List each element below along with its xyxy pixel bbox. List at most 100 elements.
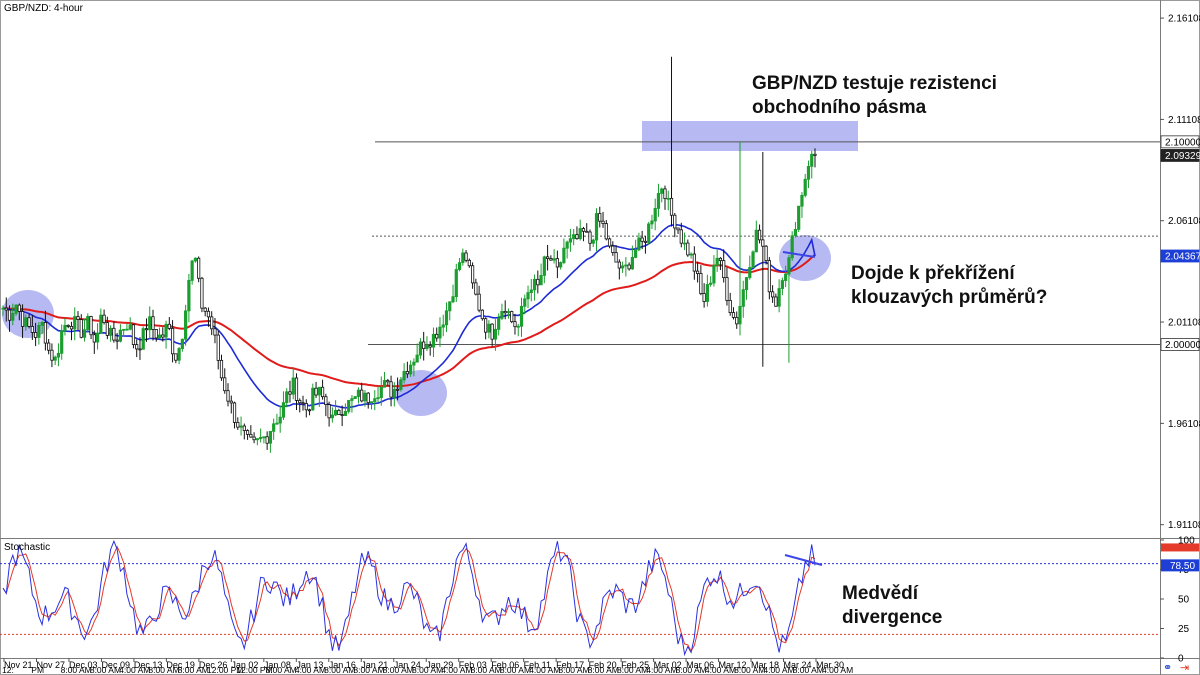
candle-body — [601, 220, 605, 225]
candle-body — [285, 391, 289, 404]
candle-body — [448, 301, 452, 312]
candle-body — [405, 371, 409, 375]
price-badge-label: 2.00000 — [1165, 340, 1200, 351]
candle-body — [699, 273, 703, 294]
stochastic-title: Stochastic — [4, 542, 50, 553]
candle-body — [559, 262, 563, 268]
time-sublabel: 12: — [2, 665, 14, 675]
time-sublabel: 4:00 AM — [705, 665, 736, 675]
candle-body — [109, 327, 113, 336]
candle-body — [213, 328, 217, 336]
candle-body — [647, 223, 651, 243]
time-sublabel: 8:00 AM — [588, 665, 619, 675]
time-tick-label: Jan 02 — [231, 660, 258, 670]
crossover-line-1: Dojde k překřížení — [851, 263, 1015, 284]
candle-body — [516, 325, 520, 328]
time-tick-label: Mar 06 — [686, 660, 714, 670]
candle-body — [578, 228, 582, 240]
candle-body — [806, 165, 811, 180]
time-tick-label: Nov 27 — [36, 660, 65, 670]
price-axis[interactable]: 2.16108 2.11108 2.06108 2.01108 1.96108 1.911… — [1160, 14, 1200, 665]
candle-body — [184, 310, 188, 340]
candle-body — [180, 338, 184, 349]
candle-body — [598, 213, 602, 222]
candle-body — [30, 326, 34, 333]
candle-body — [239, 425, 243, 428]
time-sublabel: 4:00 AM — [529, 665, 560, 675]
candle-body — [334, 409, 338, 416]
candle-body — [350, 398, 354, 401]
candle-body — [369, 401, 374, 404]
time-tick-label: Mar 02 — [654, 660, 682, 670]
candle-body — [682, 242, 687, 245]
candle-body — [324, 396, 328, 406]
candle-body — [532, 278, 537, 291]
candle-body — [653, 208, 657, 222]
candle-body — [676, 227, 680, 231]
candle-body — [148, 316, 152, 331]
crossover-line-2: klouzavých průměrů? — [851, 287, 1048, 308]
candle-body — [170, 327, 175, 355]
candle-body — [441, 324, 445, 328]
time-tick-label: Jan 13 — [296, 660, 323, 670]
candle-body — [229, 400, 233, 404]
candle-body — [56, 352, 61, 358]
time-tick-label: Jan 29 — [426, 660, 453, 670]
candle-body — [810, 153, 814, 167]
candle-body — [764, 245, 768, 262]
time-tick-label: Jan 08 — [264, 660, 291, 670]
candle-body — [376, 397, 380, 400]
candle-body — [395, 388, 400, 391]
time-tick-label: Mar 18 — [751, 660, 779, 670]
candle-body — [236, 422, 240, 428]
time-tick-label: Dec 09 — [101, 660, 130, 670]
candle-body — [650, 220, 654, 225]
candle-body — [415, 354, 419, 363]
candle-body — [99, 314, 103, 334]
price-badge — [1160, 249, 1200, 263]
divergence-line-2: divergence — [842, 607, 943, 628]
time-sublabel: 4:00 AM — [822, 665, 853, 675]
candle-body — [722, 260, 726, 278]
candle-body — [232, 402, 237, 423]
candle-body — [7, 309, 12, 321]
candles — [1, 56, 817, 453]
candle-body — [366, 392, 370, 403]
candle-body — [412, 361, 416, 366]
price-badge-label: 2.04367 — [1165, 251, 1200, 262]
symbol-label: GBP/NZD: 4-hour — [4, 3, 84, 14]
resistance-zone — [642, 121, 858, 151]
candle-body — [784, 273, 788, 281]
candle-body — [418, 341, 423, 356]
candle-body — [803, 178, 807, 196]
candle-body — [281, 402, 286, 418]
time-sublabel: 8:00 AM — [471, 665, 502, 675]
candle-body — [422, 341, 426, 349]
time-sublabel: 4:00 AM — [119, 665, 150, 675]
candle-body — [673, 214, 677, 229]
candle-body — [167, 323, 171, 329]
candle-body — [666, 197, 670, 200]
candle-body — [555, 258, 559, 268]
candle-body — [294, 377, 299, 401]
candle-body — [330, 414, 334, 419]
candle-body — [255, 438, 259, 441]
candle-body — [193, 257, 198, 262]
crossover-trendline — [782, 251, 816, 258]
time-sublabel: 8:00 AM — [793, 665, 824, 675]
candle-body — [17, 304, 21, 312]
candle-body — [575, 234, 579, 240]
candle-body — [797, 205, 801, 230]
candle-body — [428, 345, 432, 348]
candle-body — [813, 153, 817, 156]
candle-body — [660, 188, 664, 194]
candle-body — [89, 315, 93, 336]
candle-body — [529, 289, 533, 293]
candle-body — [790, 235, 794, 259]
candle-body — [82, 329, 87, 338]
candle-body — [793, 229, 798, 237]
time-tick-label: Mar 30 — [816, 660, 844, 670]
time-sublabel: 8:00 AM — [617, 665, 648, 675]
candle-body — [340, 414, 344, 417]
